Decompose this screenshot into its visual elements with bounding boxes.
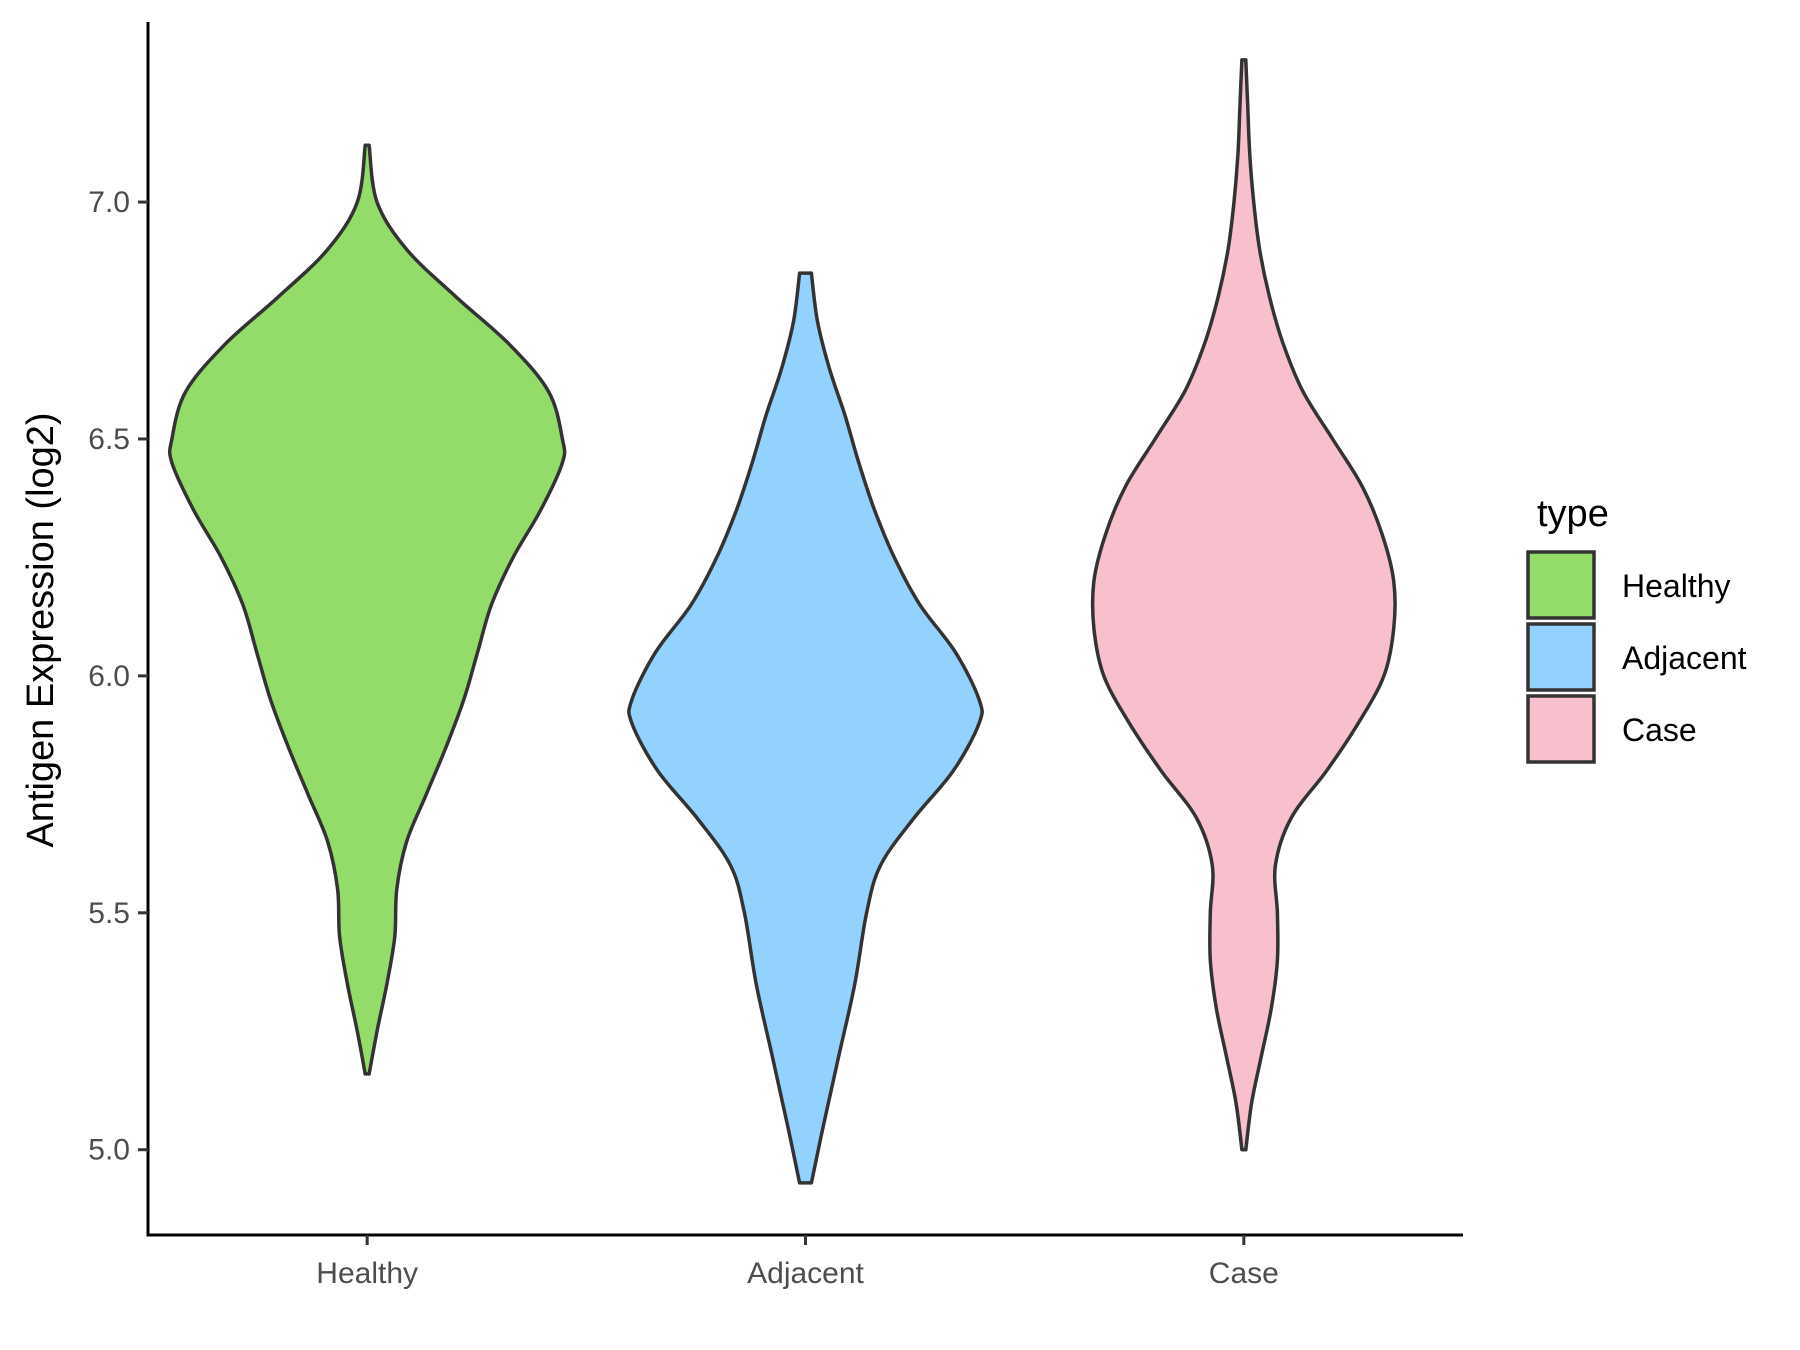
y-tick-label: 5.0 — [88, 1134, 130, 1167]
violin-group — [167, 58, 1397, 1185]
y-tick-label: 7.0 — [88, 186, 130, 219]
y-axis-title: Antigen Expression (log2) — [20, 412, 62, 847]
x-tick-label: Case — [1209, 1257, 1279, 1290]
y-tick-label: 6.0 — [88, 660, 130, 693]
legend-title: type — [1537, 493, 1609, 535]
x-ticks: Healthy Adjacent Case — [316, 1235, 1279, 1290]
legend: type Healthy Adjacent Case — [1526, 493, 1747, 764]
legend-label: Healthy — [1622, 568, 1731, 604]
violin-case — [1090, 58, 1397, 1152]
legend-key-adjacent — [1526, 622, 1596, 692]
legend-label: Case — [1622, 712, 1697, 748]
y-tick-label: 5.5 — [88, 897, 130, 930]
legend-key-case — [1526, 694, 1596, 764]
y-tick-label: 6.5 — [88, 423, 130, 456]
x-tick-label: Healthy — [316, 1257, 418, 1290]
legend-key-healthy — [1526, 550, 1596, 620]
y-ticks: 5.0 5.5 6.0 6.5 7.0 — [88, 186, 148, 1167]
violin-adjacent — [627, 271, 984, 1185]
x-tick-label: Adjacent — [747, 1257, 864, 1290]
violin-healthy — [167, 143, 567, 1076]
legend-label: Adjacent — [1622, 640, 1747, 676]
